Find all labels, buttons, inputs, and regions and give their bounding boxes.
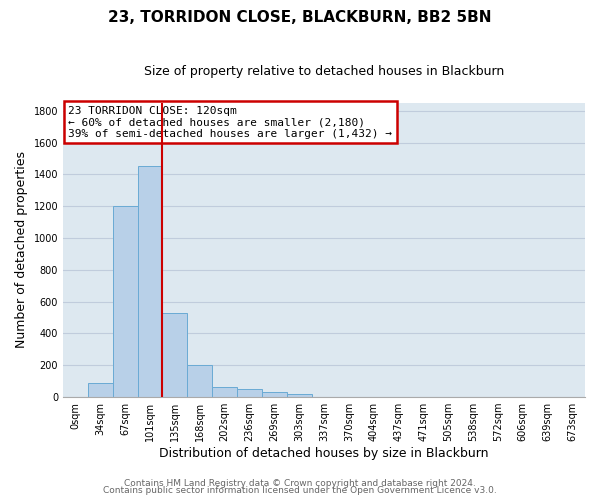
- Bar: [287, 394, 311, 397]
- Bar: [262, 392, 287, 397]
- Text: 23 TORRIDON CLOSE: 120sqm
← 60% of detached houses are smaller (2,180)
39% of se: 23 TORRIDON CLOSE: 120sqm ← 60% of detac…: [68, 106, 392, 139]
- Text: Contains public sector information licensed under the Open Government Licence v3: Contains public sector information licen…: [103, 486, 497, 495]
- Bar: [163, 313, 187, 397]
- Bar: [88, 383, 113, 397]
- X-axis label: Distribution of detached houses by size in Blackburn: Distribution of detached houses by size …: [159, 447, 489, 460]
- Title: Size of property relative to detached houses in Blackburn: Size of property relative to detached ho…: [144, 65, 504, 78]
- Text: 23, TORRIDON CLOSE, BLACKBURN, BB2 5BN: 23, TORRIDON CLOSE, BLACKBURN, BB2 5BN: [108, 10, 492, 25]
- Bar: [237, 389, 262, 397]
- Bar: [113, 206, 137, 397]
- Y-axis label: Number of detached properties: Number of detached properties: [15, 152, 28, 348]
- Bar: [187, 366, 212, 397]
- Text: Contains HM Land Registry data © Crown copyright and database right 2024.: Contains HM Land Registry data © Crown c…: [124, 478, 476, 488]
- Bar: [137, 166, 163, 397]
- Bar: [212, 386, 237, 397]
